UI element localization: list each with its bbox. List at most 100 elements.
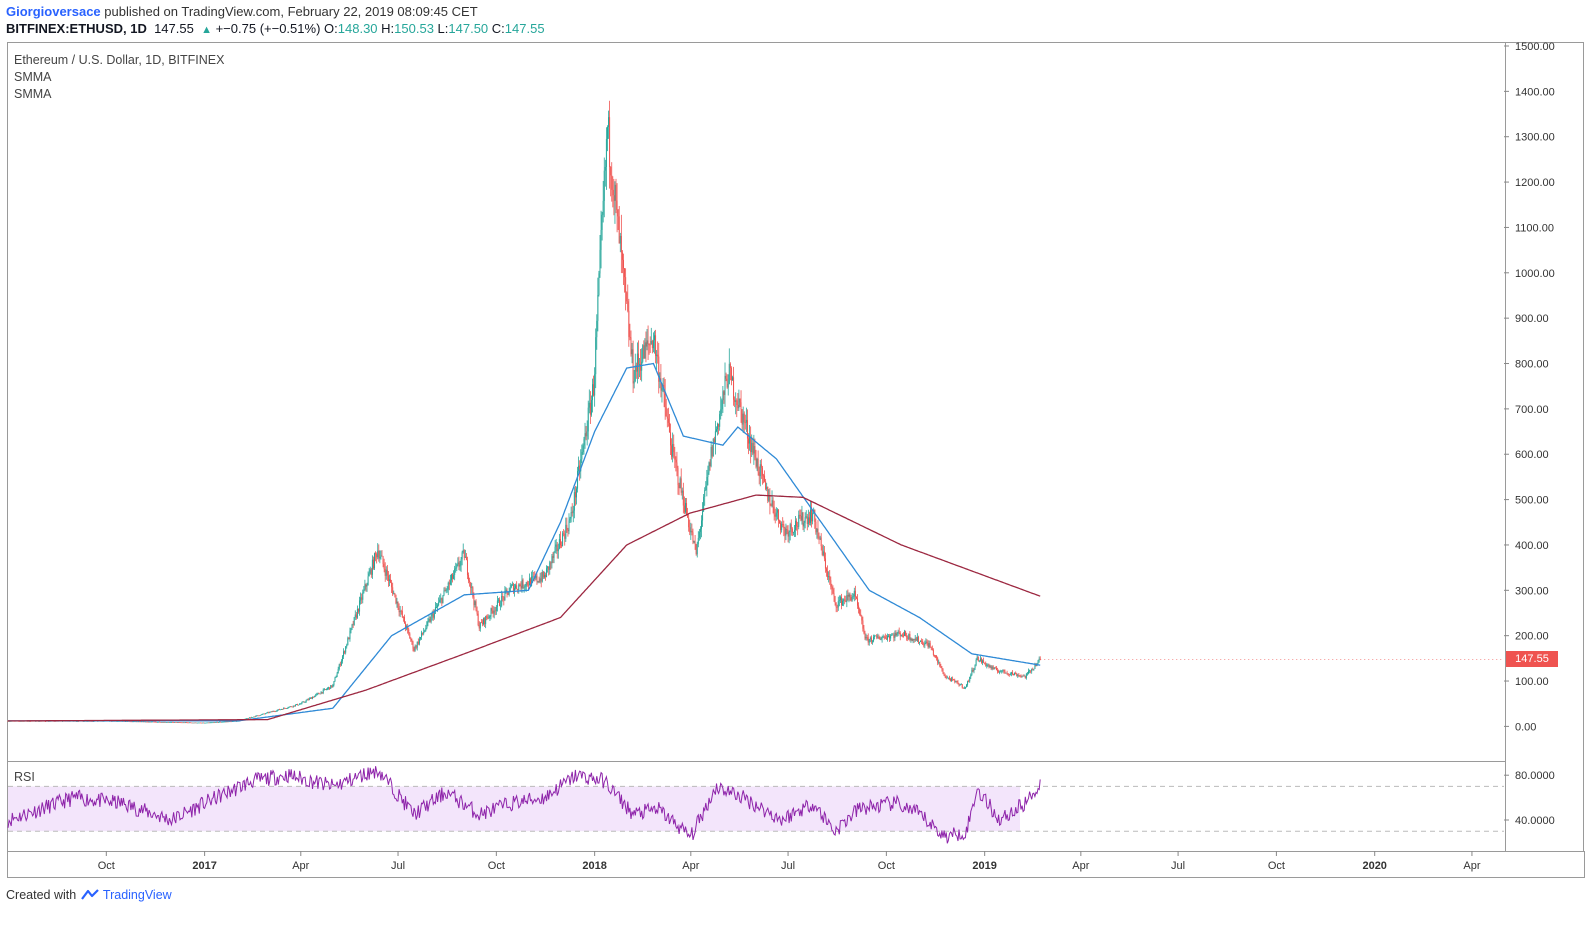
candle-body (644, 342, 646, 359)
candle-body (979, 658, 981, 661)
candle-body (440, 598, 442, 600)
candle-body (300, 703, 302, 705)
candle-body (936, 655, 938, 658)
candle-body (643, 345, 645, 359)
candle-body (592, 384, 594, 401)
candle-body (344, 651, 346, 653)
candle-body (310, 697, 312, 699)
candle-body (610, 167, 612, 176)
time-axis-frame[interactable] (7, 851, 1585, 878)
rsi-pane-frame[interactable] (7, 761, 1506, 852)
candle-body (624, 268, 626, 278)
candle-body (924, 642, 926, 646)
candle-body (500, 605, 502, 607)
candle-body (657, 354, 659, 357)
candle-body (719, 414, 721, 427)
candle-body (422, 632, 424, 634)
candle-body (539, 578, 541, 583)
candle-body (306, 699, 308, 701)
candle-body (211, 722, 213, 724)
candle-body (507, 591, 509, 595)
candle-body (892, 634, 894, 636)
candle-body (987, 664, 989, 666)
candle-body (397, 601, 399, 609)
candle-body (876, 635, 878, 638)
candle-body (246, 718, 248, 720)
candle-body (600, 230, 602, 250)
candle-body (138, 721, 140, 723)
candle-body (586, 431, 588, 437)
smma-slow-label[interactable]: SMMA (14, 87, 52, 101)
candle-body (995, 667, 997, 671)
rsi-label[interactable]: RSI (14, 770, 35, 784)
candle-body (969, 676, 971, 682)
candle-body (455, 567, 457, 569)
candle-body (807, 517, 809, 525)
candle-body (1035, 664, 1037, 667)
candle-body (945, 676, 947, 678)
candle-body (637, 353, 639, 365)
candle-body (787, 529, 789, 537)
candle-body (517, 588, 519, 591)
candle-body (1037, 660, 1039, 664)
candle-body (749, 437, 751, 444)
candle-body (279, 709, 281, 711)
candle-body (751, 442, 753, 453)
candle-body (946, 677, 948, 679)
candle-body (689, 527, 691, 533)
candle-body (401, 611, 403, 617)
candle-body (660, 378, 662, 391)
candle-body (682, 490, 684, 506)
candle-body (177, 722, 179, 723)
rsi-tick-label: 40.0000 (1515, 815, 1555, 827)
candle-body (720, 409, 722, 415)
candle-body (205, 722, 207, 724)
candle-body (429, 619, 431, 622)
candle-body (819, 537, 821, 539)
candle-body (433, 610, 435, 618)
candle-body (492, 610, 494, 614)
candle-body (699, 528, 701, 532)
candle-body (961, 684, 963, 688)
candle-body (213, 722, 215, 724)
candle-body (1006, 672, 1008, 674)
candle-body (790, 524, 792, 529)
candle-body (316, 693, 318, 695)
candle-body (805, 516, 807, 518)
candle-body (132, 721, 134, 723)
smma-fast-label[interactable]: SMMA (14, 70, 52, 84)
price-tick-label: 300.00 (1515, 585, 1549, 597)
tradingview-link[interactable]: TradingView (102, 888, 172, 902)
candle-body (463, 550, 465, 558)
candle-body (677, 468, 679, 486)
candle-body (907, 637, 909, 639)
candle-body (173, 722, 175, 723)
candle-body (596, 320, 598, 338)
candle-body (230, 721, 232, 723)
candle-body (1027, 670, 1029, 674)
candle-body (269, 711, 271, 713)
candle-body (627, 301, 629, 311)
price-axis-frame[interactable] (1505, 42, 1584, 852)
candle-body (640, 364, 642, 371)
candle-body (272, 711, 274, 712)
candle-body (837, 601, 839, 608)
candle-body (964, 687, 966, 689)
publisher-name[interactable]: Giorgioversace (6, 4, 101, 19)
candle-body (971, 669, 973, 675)
candle-body (650, 341, 652, 345)
candle-body (445, 589, 447, 592)
candle-body (920, 640, 922, 643)
candle-body (612, 189, 614, 196)
candle-body (661, 387, 663, 391)
candle-body (416, 641, 418, 648)
candle-body (522, 579, 524, 588)
candle-body (865, 637, 867, 639)
candle-body (403, 617, 405, 624)
candle-body (595, 337, 597, 375)
triangle-up-icon: ▲ (201, 24, 212, 36)
candle-body (918, 642, 920, 643)
candle-body (184, 722, 186, 724)
candle-body (460, 559, 462, 566)
